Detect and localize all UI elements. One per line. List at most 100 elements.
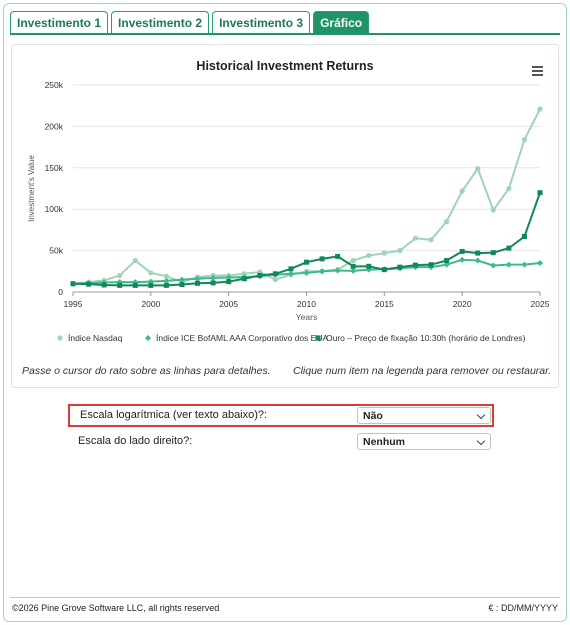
tab-bar: Investimento 1 Investimento 2 Investimen… bbox=[10, 11, 370, 33]
data-point bbox=[287, 270, 294, 277]
x-tick-label: 2020 bbox=[453, 299, 472, 309]
tab-investimento-1[interactable]: Investimento 1 bbox=[10, 11, 109, 33]
data-point bbox=[350, 263, 356, 269]
legend-hint: Clique num item na legenda para remover … bbox=[293, 365, 552, 377]
data-point bbox=[303, 269, 310, 276]
data-point bbox=[428, 262, 434, 268]
data-point bbox=[195, 280, 201, 286]
data-point bbox=[350, 257, 356, 264]
data-point bbox=[474, 257, 481, 264]
data-point bbox=[443, 261, 450, 268]
data-point bbox=[86, 281, 92, 287]
footer-format: € : DD/MM/YYYY bbox=[488, 603, 558, 613]
right-scale-select[interactable]: Nenhum bbox=[357, 433, 491, 450]
data-point bbox=[537, 190, 543, 196]
data-point bbox=[179, 282, 185, 288]
data-point bbox=[334, 267, 341, 274]
data-point bbox=[241, 271, 247, 277]
y-tick-label: 150k bbox=[45, 163, 64, 173]
data-point bbox=[178, 276, 185, 283]
data-point bbox=[241, 276, 247, 282]
data-point bbox=[210, 274, 217, 281]
y-tick-label: 100k bbox=[45, 204, 64, 214]
tab-grafico[interactable]: Gráfico bbox=[313, 11, 370, 33]
data-point bbox=[428, 237, 434, 243]
footer-copyright: ©2026 Pine Grove Software LLC, all right… bbox=[12, 603, 220, 613]
legend-item[interactable]: Ouro – Preço de fixação 10:30h (horário … bbox=[326, 333, 526, 343]
footer-divider bbox=[10, 597, 560, 598]
data-point bbox=[475, 250, 481, 256]
data-point bbox=[70, 281, 76, 287]
data-point bbox=[506, 245, 512, 251]
data-point bbox=[397, 248, 403, 254]
data-point bbox=[272, 276, 278, 283]
data-point bbox=[132, 257, 138, 264]
data-point bbox=[490, 262, 497, 269]
data-point bbox=[117, 272, 123, 279]
data-point bbox=[132, 282, 138, 288]
y-tick-label: 250k bbox=[45, 80, 64, 90]
x-axis-title: Years bbox=[296, 312, 317, 322]
data-point bbox=[288, 266, 294, 272]
data-point bbox=[148, 282, 154, 288]
app-frame bbox=[3, 3, 567, 622]
hover-hint: Passe o cursor do rato sobre as linhas p… bbox=[22, 365, 271, 377]
y-axis-title: Investment's Value bbox=[27, 155, 36, 222]
data-point bbox=[506, 185, 512, 192]
data-point bbox=[381, 267, 387, 273]
data-point bbox=[537, 260, 543, 267]
data-point bbox=[148, 270, 154, 276]
x-tick-label: 2000 bbox=[141, 299, 160, 309]
data-point bbox=[521, 234, 527, 240]
legend-marker bbox=[57, 335, 63, 341]
right-scale-row: Escala do lado direito?: Nenhum bbox=[68, 432, 494, 454]
data-point bbox=[521, 261, 528, 268]
legend-item[interactable]: Índice ICE BofAML AAA Corporativo dos EU… bbox=[156, 333, 328, 343]
data-point bbox=[163, 282, 169, 288]
data-point bbox=[304, 259, 309, 265]
data-point bbox=[117, 282, 123, 288]
data-point bbox=[225, 274, 232, 281]
data-point bbox=[365, 266, 372, 273]
data-point bbox=[397, 264, 403, 270]
data-point bbox=[475, 166, 481, 172]
data-point bbox=[412, 235, 419, 241]
data-point bbox=[350, 267, 357, 274]
data-point bbox=[381, 250, 387, 256]
chevron-down-icon bbox=[476, 410, 486, 420]
data-point bbox=[272, 271, 278, 277]
legend-marker bbox=[145, 335, 151, 341]
line-chart: 0 50k 100k 150k 200k 250k 1995 2000 2005 2010 2015… bbox=[27, 80, 550, 343]
data-point bbox=[490, 207, 496, 213]
series-line bbox=[72, 108, 541, 285]
y-tick-label: 50k bbox=[49, 246, 63, 256]
tab-investimento-2[interactable]: Investimento 2 bbox=[111, 11, 210, 33]
data-point bbox=[537, 106, 543, 112]
legend-item[interactable]: Índice Nasdaq bbox=[68, 333, 123, 343]
log-scale-select[interactable]: Não bbox=[357, 407, 491, 424]
data-point bbox=[101, 282, 107, 288]
right-scale-value: Nenhum bbox=[363, 436, 405, 448]
data-point bbox=[505, 261, 512, 268]
tab-underline bbox=[10, 33, 560, 35]
x-tick-label: 2025 bbox=[531, 299, 550, 309]
data-point bbox=[490, 250, 496, 256]
tab-investimento-3[interactable]: Investimento 3 bbox=[212, 11, 311, 33]
legend-marker bbox=[315, 335, 321, 341]
data-point bbox=[459, 188, 465, 194]
data-point bbox=[163, 273, 169, 279]
data-point bbox=[444, 258, 450, 264]
data-point bbox=[366, 252, 372, 259]
log-scale-label: Escala logarítmica (ver texto abaixo)?: bbox=[80, 409, 268, 421]
x-tick-label: 2015 bbox=[375, 299, 394, 309]
y-tick-label: 200k bbox=[45, 121, 64, 131]
data-point bbox=[335, 253, 341, 259]
data-point bbox=[226, 279, 232, 285]
data-point bbox=[366, 263, 372, 269]
chevron-down-icon bbox=[476, 436, 486, 446]
data-point bbox=[521, 137, 528, 143]
data-point bbox=[319, 256, 325, 262]
chart-menu-icon[interactable] bbox=[532, 66, 543, 76]
log-scale-row: Escala logarítmica (ver texto abaixo)?: … bbox=[68, 404, 494, 427]
data-point bbox=[210, 280, 216, 286]
